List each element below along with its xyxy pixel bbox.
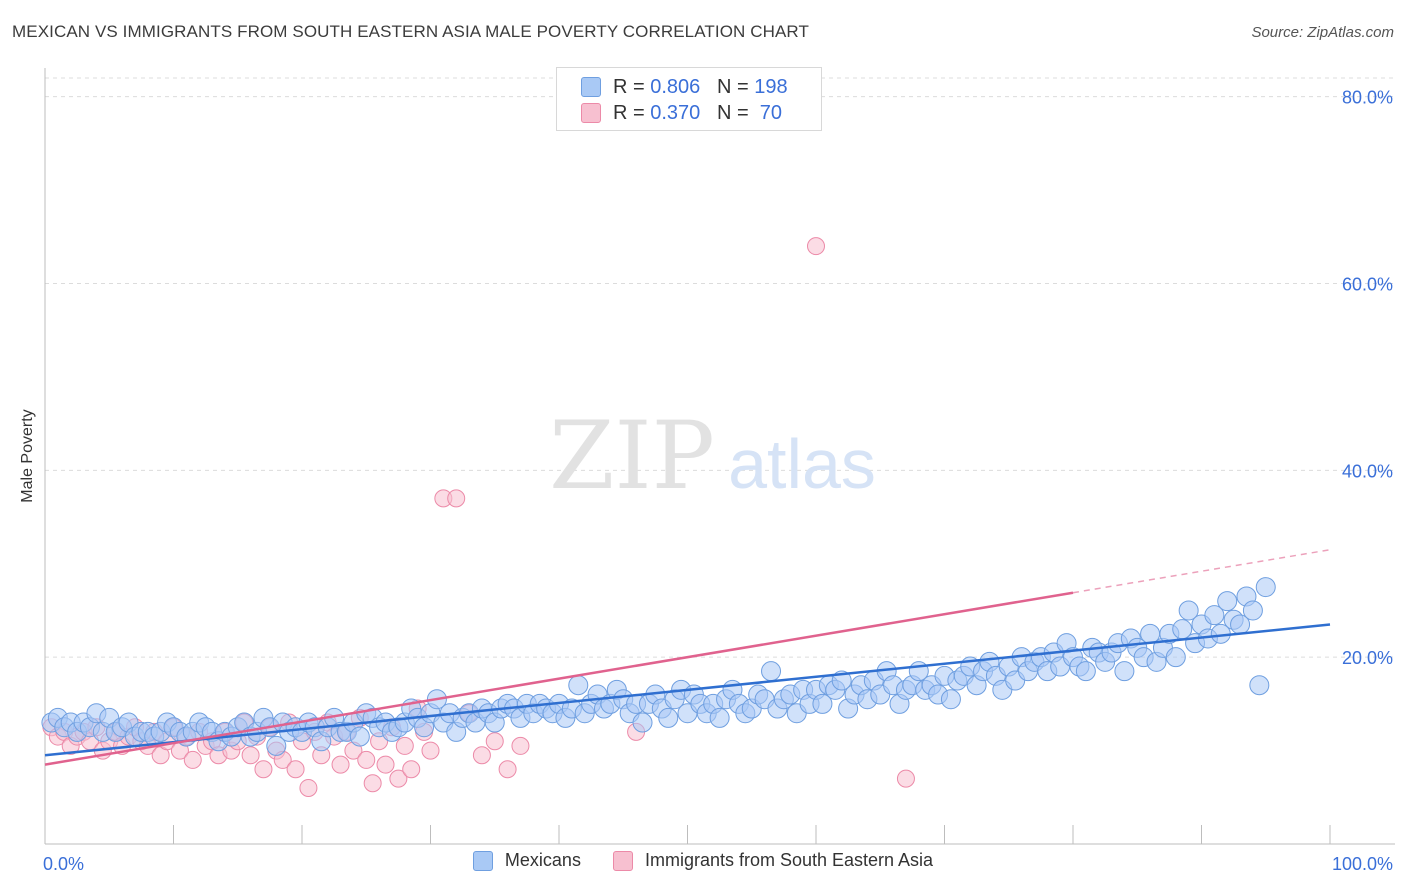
legend-item-mexicans[interactable]: Mexicans — [472, 850, 581, 871]
watermark-zip: ZIP — [549, 402, 715, 511]
pink-swatch — [612, 850, 633, 871]
data-point-immigrants — [807, 237, 825, 256]
series-mexicans-points — [41, 577, 1276, 756]
r-value: 0.806 — [650, 75, 701, 98]
r-value: 0.370 — [650, 101, 701, 124]
data-point-immigrants — [395, 736, 414, 755]
blue-swatch — [472, 850, 493, 871]
gridlines — [45, 77, 1395, 658]
data-point-mexicans — [1249, 675, 1270, 696]
legend-row-mexicans: R = 0.806 N = 198 — [581, 75, 788, 99]
data-point-mexicans — [658, 707, 679, 728]
trend-line-mexicans — [44, 623, 1331, 757]
n-label: N = — [716, 101, 749, 124]
data-point-mexicans — [1075, 661, 1096, 682]
r-label: R = — [613, 101, 645, 124]
data-point-immigrants — [447, 489, 466, 508]
y-tick-label: 40.0% — [1342, 461, 1393, 481]
pink-swatch — [581, 103, 601, 123]
data-point-immigrants — [363, 774, 382, 793]
chart-title: MEXICAN VS IMMIGRANTS FROM SOUTH EASTERN… — [12, 22, 809, 41]
axes — [44, 68, 1395, 845]
source-credit: Source: ZipAtlas.com — [1251, 24, 1394, 41]
data-point-mexicans — [1204, 605, 1225, 626]
trend-line-immigrants — [44, 591, 1074, 766]
watermark-atlas: atlas — [728, 425, 876, 503]
data-point-immigrants — [421, 741, 440, 760]
data-point-mexicans — [568, 675, 589, 696]
legend-label: Mexicans — [504, 850, 581, 870]
y-tick-label: 80.0% — [1342, 88, 1393, 108]
data-point-immigrants — [389, 769, 408, 788]
trend-line-immigrants-extension — [1072, 549, 1331, 594]
data-point-mexicans — [940, 689, 961, 710]
data-point-immigrants — [357, 750, 376, 769]
data-point-mexicans — [1178, 600, 1199, 621]
n-value: 198 — [754, 75, 788, 98]
data-point-mexicans — [709, 707, 730, 728]
y-tick-label: 60.0% — [1342, 275, 1393, 295]
data-point-immigrants — [241, 746, 260, 765]
correlation-legend: R = 0.806 N = 198 R = 0.370 N = 70 — [556, 67, 822, 131]
data-point-mexicans — [266, 735, 287, 756]
data-point-mexicans — [1114, 661, 1135, 682]
data-point-immigrants — [485, 732, 504, 751]
data-point-immigrants — [183, 750, 202, 769]
data-point-immigrants — [498, 760, 517, 779]
data-point-mexicans — [761, 661, 782, 682]
data-point-mexicans — [632, 712, 653, 733]
legend-item-immigrants[interactable]: Immigrants from South Eastern Asia — [612, 850, 934, 871]
n-value: 70 — [754, 101, 783, 124]
blue-swatch — [581, 77, 601, 97]
tick-labels: 20.0% 40.0% 60.0% 80.0% 0.0% 100.0% — [43, 88, 1393, 874]
data-point-mexicans — [349, 726, 370, 747]
r-label: R = — [613, 75, 645, 98]
trend-lines — [44, 549, 1331, 766]
data-point-immigrants — [896, 769, 915, 788]
data-point-mexicans — [1242, 600, 1263, 621]
data-point-immigrants — [286, 760, 305, 779]
data-point-mexicans — [812, 693, 833, 714]
data-point-mexicans — [1165, 647, 1186, 668]
data-point-immigrants — [376, 755, 395, 774]
legend-row-immigrants: R = 0.370 N = 70 — [581, 101, 782, 125]
x-tick-label-max: 100.0% — [1332, 854, 1393, 874]
data-point-mexicans — [1255, 577, 1276, 598]
series-legend: Mexicans Immigrants from South Eastern A… — [0, 850, 1406, 871]
n-label: N = — [716, 75, 749, 98]
data-point-mexicans — [1217, 591, 1238, 612]
y-tick-label: 20.0% — [1342, 648, 1393, 668]
legend-label: Immigrants from South Eastern Asia — [644, 850, 934, 870]
data-point-immigrants — [331, 755, 350, 774]
watermark: ZIP atlas — [549, 402, 876, 511]
data-point-immigrants — [511, 736, 530, 755]
data-point-immigrants — [254, 760, 273, 779]
x-tick-label-min: 0.0% — [43, 854, 84, 874]
data-point-immigrants — [472, 746, 491, 765]
data-point-immigrants — [402, 760, 421, 779]
data-point-immigrants — [299, 778, 318, 797]
